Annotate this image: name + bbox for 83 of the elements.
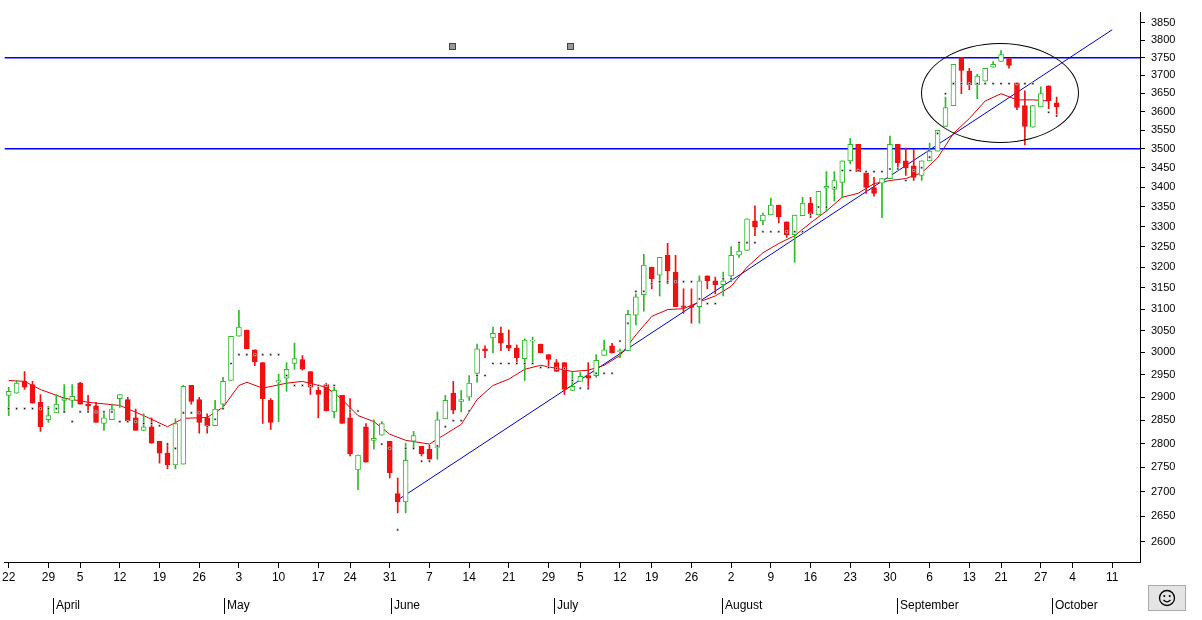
x-tick-label: 29 [41,569,56,584]
y-tick-label: 3850 [1151,15,1176,28]
candlestick [791,214,798,263]
y-tick-label: 2700 [1151,484,1176,497]
candlestick [482,345,488,359]
x-tick-label: 5 [576,569,584,584]
x-tick-label: 21 [502,569,516,584]
candlestick [752,205,758,237]
candlestick [172,418,179,470]
text: October [1055,598,1098,613]
candlestick [37,394,44,432]
x-tick-label: 31 [383,569,397,584]
candlestick [672,254,679,307]
x-tick-label: 7 [426,569,434,584]
y-tick-label: 2650 [1151,509,1176,522]
x-tick-label: 2 [727,569,735,584]
text: August [725,598,764,613]
x-tick-label: 26 [684,569,699,584]
y-tick-label: 3750 [1151,50,1176,63]
candlestick [315,386,322,419]
y-tick-label: 2900 [1151,390,1176,403]
x-tick-label: 14 [462,569,477,584]
y-tick-label: 3800 [1151,33,1176,46]
candlestick [879,178,885,219]
text: June [394,598,421,613]
candlestick [561,362,568,395]
x-tick-label: 30 [883,569,897,584]
x-tick-label: 19 [152,569,167,584]
y-tick-label: 2850 [1151,413,1176,426]
y-tick-label: 3050 [1151,323,1176,336]
x-tick-label: 23 [843,569,858,584]
x-tick-label: 29 [541,569,556,584]
y-tick-label: 3300 [1151,219,1176,232]
y-tick-label: 3150 [1151,281,1176,294]
candlestick [180,385,187,465]
candlestick [950,64,957,107]
y-tick-label: 3250 [1151,239,1176,252]
x-tick-label: 19 [645,569,659,584]
text: July [557,598,579,613]
text: September [900,598,959,613]
y-tick-label: 3000 [1151,345,1176,358]
candlestick [69,384,76,408]
y-tick-label: 3650 [1151,86,1176,99]
x-tick-label: 6 [926,569,934,584]
x-tick-label: 9 [767,569,775,584]
x-tick-label: 13 [962,569,977,584]
x-tick-label: 22 [2,569,16,584]
x-tick-label: 12 [613,569,627,584]
candlestick [61,384,68,414]
y-tick-label: 3350 [1151,199,1176,212]
text: April [56,598,81,613]
y-tick-label: 3450 [1151,160,1176,173]
x-tick-label: 4 [1069,569,1077,584]
y-tick-label: 2800 [1151,436,1176,449]
y-tick-label: 3100 [1151,302,1176,315]
candlestick [490,326,496,354]
y-tick-label: 3400 [1151,180,1176,193]
candlestick [371,419,377,450]
x-tick-label: 16 [803,569,818,584]
y-tick-label: 2750 [1151,460,1176,473]
text: May [227,598,250,613]
x-tick-label: 26 [192,569,207,584]
x-tick-label: 5 [76,569,84,584]
x-tick-label: 17 [311,569,326,584]
candlestick [45,406,52,423]
candlestick [140,413,147,431]
y-tick-label: 3700 [1151,68,1176,81]
y-tick-label: 3550 [1151,123,1176,136]
y-tick-label: 2600 [1151,534,1176,547]
y-tick-label: 3200 [1151,260,1176,273]
candlestick [458,390,465,413]
y-tick-label: 3500 [1151,141,1176,154]
y-tick-label: 2950 [1151,367,1176,380]
y-tick-label: 3600 [1151,104,1176,117]
candlestick [823,171,830,213]
x-tick-label: 3 [235,569,243,584]
x-tick-label: 21 [994,569,1009,584]
x-tick-label: 24 [343,569,358,584]
x-tick-label: 12 [113,569,127,584]
x-tick-label: 27 [1034,569,1048,584]
x-tick-label: 10 [271,569,286,584]
candlestick [569,372,576,391]
x-tick-label: 11 [1105,569,1119,584]
